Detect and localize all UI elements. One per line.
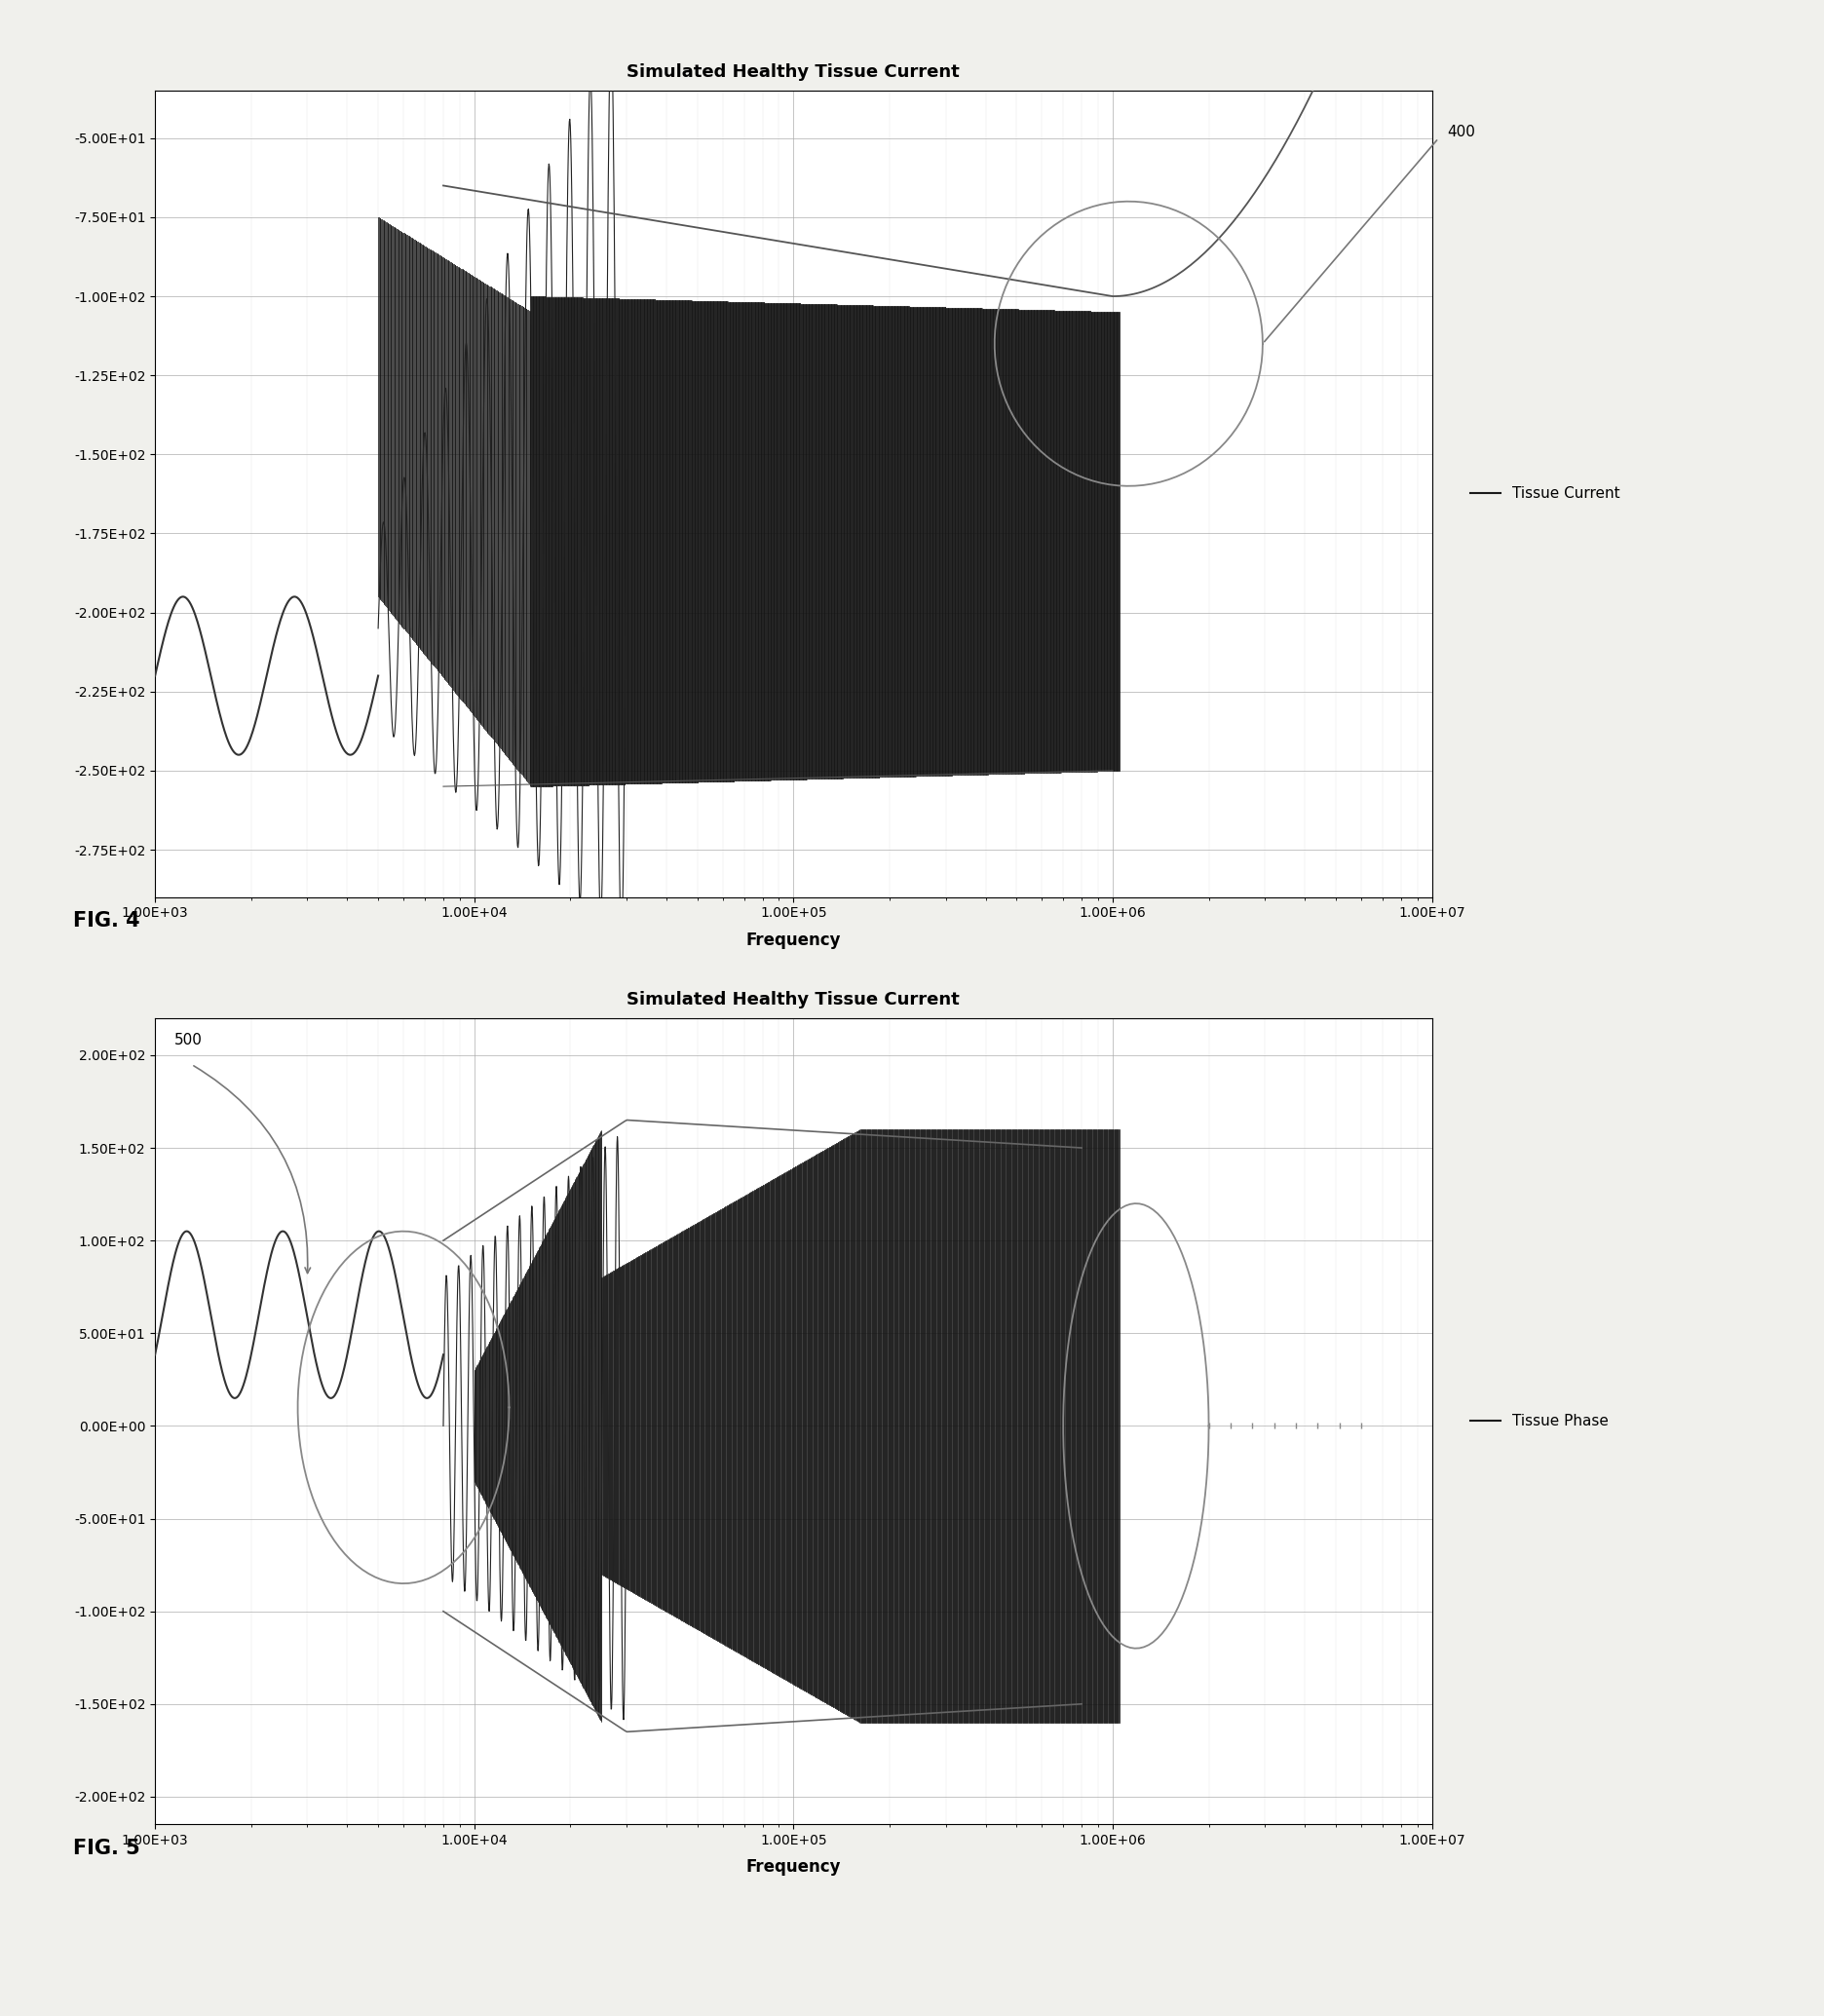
Legend: Tissue Phase: Tissue Phase (1465, 1407, 1614, 1435)
Text: 500: 500 (175, 1032, 202, 1048)
Legend: Tissue Current: Tissue Current (1465, 480, 1627, 508)
X-axis label: Frequency: Frequency (746, 1859, 841, 1877)
Title: Simulated Healthy Tissue Current: Simulated Healthy Tissue Current (627, 992, 959, 1008)
Text: FIG. 4: FIG. 4 (73, 911, 140, 931)
Text: FIG. 5: FIG. 5 (73, 1839, 140, 1859)
Title: Simulated Healthy Tissue Current: Simulated Healthy Tissue Current (627, 65, 959, 81)
Text: 400: 400 (1448, 125, 1476, 139)
X-axis label: Frequency: Frequency (746, 931, 841, 950)
